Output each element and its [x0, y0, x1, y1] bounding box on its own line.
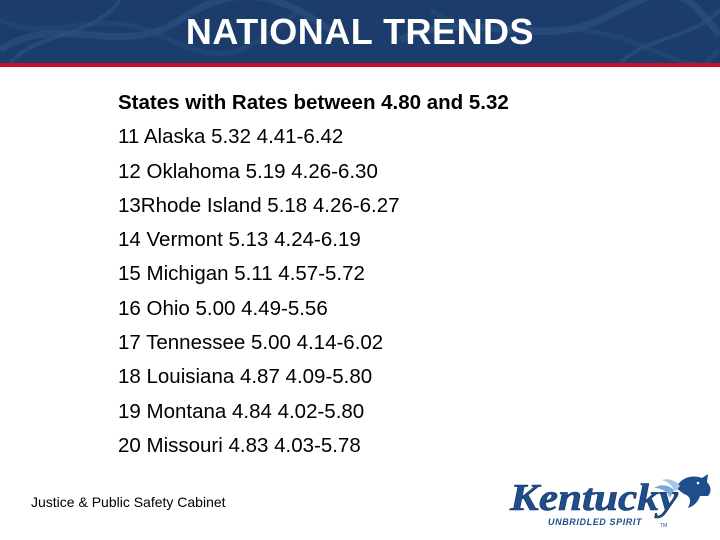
- footer-organization: Justice & Public Safety Cabinet: [31, 494, 226, 510]
- list-item: 14 Vermont 5.13 4.24-6.19: [118, 228, 361, 252]
- list-item: 20 Missouri 4.83 4.03-5.78: [118, 433, 361, 457]
- logo-wordmark: Kentucky: [509, 477, 678, 519]
- rates-list: States with Rates between 4.80 and 5.32 …: [118, 86, 678, 463]
- list-item: 17 Tennessee 5.00 4.14-6.02: [118, 331, 384, 355]
- decorative-swirl-pattern: [0, 0, 720, 63]
- list-item: 16 Ohio 5.00 4.49-5.56: [118, 296, 328, 320]
- list-item: 18 Louisiana 4.87 4.09-5.80: [118, 365, 373, 389]
- header-divider: [0, 63, 720, 67]
- list-heading: States with Rates between 4.80 and 5.32: [118, 91, 509, 114]
- header-banner: NATIONAL TRENDS: [0, 0, 720, 63]
- list-item: 19 Montana 4.84 4.02-5.80: [118, 399, 365, 423]
- logo-tagline: UNBRIDLED SPIRIT: [548, 517, 643, 527]
- list-item: 13Rhode Island 5.18 4.26-6.27: [118, 193, 400, 217]
- list-item: 11 Alaska 5.32 4.41-6.42: [118, 125, 344, 149]
- page-title: NATIONAL TRENDS: [185, 11, 535, 52]
- logo-trademark: TM: [660, 523, 667, 529]
- list-item: 15 Michigan 5.11 4.57-5.72: [118, 262, 365, 286]
- list-item: 12 Oklahoma 5.19 4.26-6.30: [118, 159, 378, 183]
- kentucky-logo: Kentucky UNBRIDLED SPIRIT TM: [509, 474, 711, 529]
- horse-head-icon: [654, 474, 711, 508]
